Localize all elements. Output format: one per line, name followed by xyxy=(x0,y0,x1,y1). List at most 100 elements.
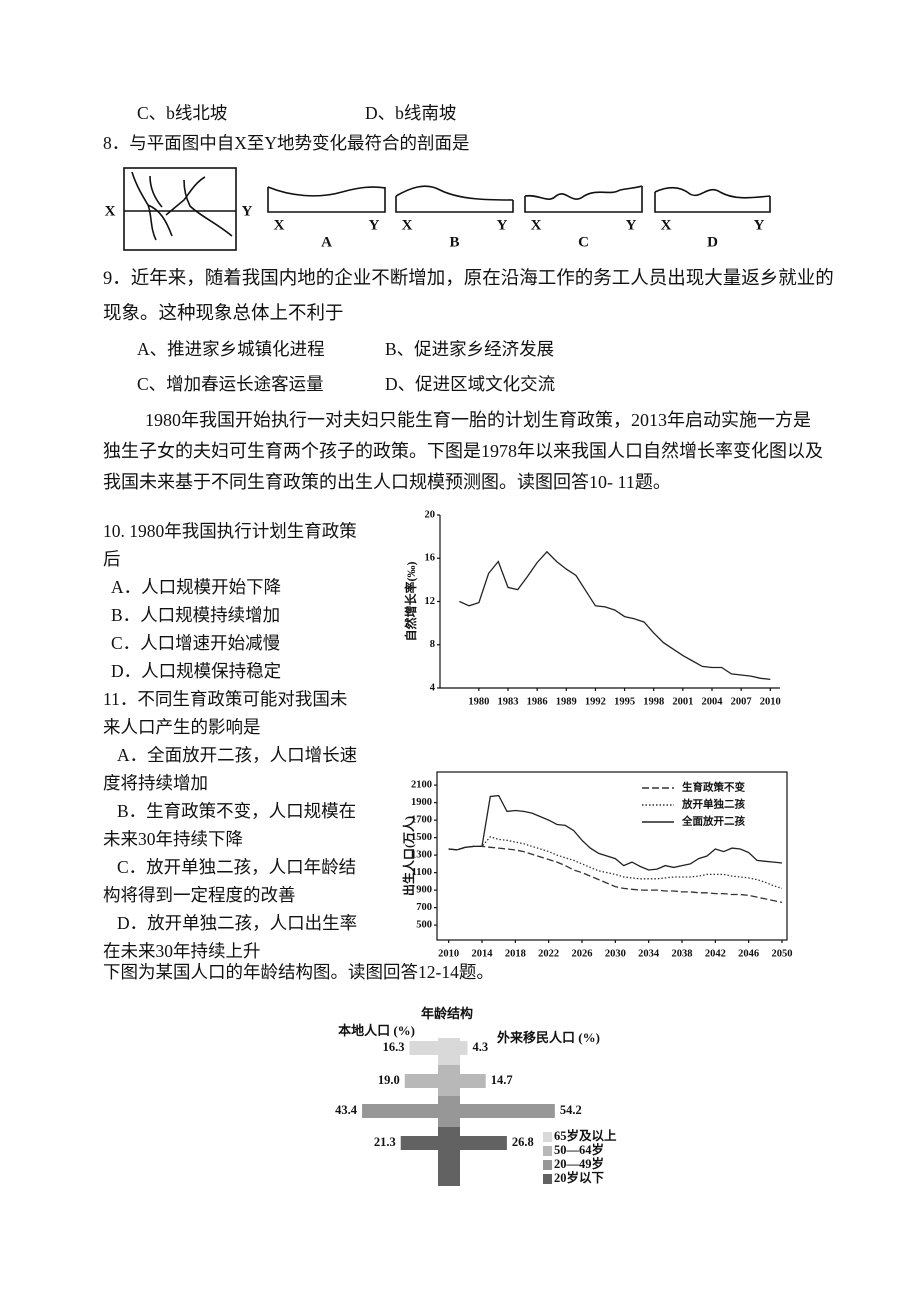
paragraph: 1980年我国开始执行一对夫妇只能生育一胎的计划生育政策，2013年启动实施一方… xyxy=(103,410,823,492)
y-tick-label: 16 xyxy=(425,553,436,564)
option: C、增加春运长途客运量 xyxy=(137,374,324,394)
profile xyxy=(524,185,643,213)
map-label: X xyxy=(105,203,116,219)
y-tick-label: 4 xyxy=(430,682,436,693)
x-tick-label: 2030 xyxy=(605,948,626,959)
bar xyxy=(460,1074,486,1088)
x-tick-label: 2007 xyxy=(731,696,752,707)
x-tick-label: 2046 xyxy=(738,948,759,959)
profile xyxy=(654,186,771,213)
profile-end: Y xyxy=(626,217,637,233)
x-tick-label: 1983 xyxy=(498,696,519,707)
y-tick-label: 700 xyxy=(416,902,432,913)
bar xyxy=(404,1074,438,1088)
option: B．人口规模持续增加 xyxy=(111,605,281,625)
y-axis-label: 自然增长率(‰) xyxy=(403,562,418,642)
y-tick-label: 1300 xyxy=(411,850,432,861)
center-column xyxy=(438,1096,460,1127)
data-line xyxy=(459,550,771,681)
option: B．生育政策不变，人口规模在未来30年持续下降 xyxy=(103,801,357,849)
profile-end: X xyxy=(274,217,285,233)
profile-label: A xyxy=(321,234,332,250)
question: 8．与平面图中自X至Y地势变化最符合的剖面是 xyxy=(103,133,470,153)
legend-swatch xyxy=(543,1132,552,1142)
x-tick-label: 1995 xyxy=(614,696,635,707)
bar xyxy=(460,1104,555,1118)
y-tick-label: 900 xyxy=(416,885,432,896)
map-frame xyxy=(123,167,237,251)
value-label: 43.4 xyxy=(335,1103,358,1117)
value-label: 14.7 xyxy=(491,1073,513,1087)
y-tick-label: 8 xyxy=(430,639,435,650)
value-label: 54.2 xyxy=(560,1103,582,1117)
x-tick-label: 2004 xyxy=(702,696,724,707)
profile-label: D xyxy=(707,234,718,250)
legend-label: 放开单独二孩 xyxy=(681,797,745,810)
x-tick-label: 2042 xyxy=(705,948,726,959)
value-label: 26.8 xyxy=(512,1135,534,1149)
x-tick-label: 1980 xyxy=(468,696,489,707)
x-tick-label: 2018 xyxy=(505,948,526,959)
legend-label: 全面放开二孩 xyxy=(681,814,745,827)
terrain-sketch xyxy=(123,167,771,251)
bar xyxy=(362,1104,438,1118)
x-tick-label: 2050 xyxy=(772,948,793,959)
bar xyxy=(460,1041,468,1055)
center-column xyxy=(438,1065,460,1096)
y-tick-label: 500 xyxy=(416,920,432,931)
legend-swatch xyxy=(543,1174,552,1184)
profile-end: Y xyxy=(754,217,765,233)
river xyxy=(131,171,157,241)
value-label: 19.0 xyxy=(378,1073,400,1087)
y-tick-label: 1500 xyxy=(411,832,432,843)
series-name: 外来移民人口 (%) xyxy=(496,1030,600,1045)
y-axis-label: 出生人口(万人) xyxy=(401,816,416,896)
value-label: 16.3 xyxy=(383,1040,405,1054)
profile-end: Y xyxy=(497,217,508,233)
river xyxy=(183,179,233,237)
option: D．放开单独二孩，人口出生率在未来30年持续上升 xyxy=(103,913,358,961)
question: 11．不同生育政策可能对我国未来人口产生的影响是 xyxy=(103,689,348,737)
y-tick-label: 2100 xyxy=(411,780,432,791)
y-tick-label: 1100 xyxy=(412,867,432,878)
option: D、促进区域文化交流 xyxy=(385,374,556,394)
bar xyxy=(409,1041,438,1055)
option: A．人口规模开始下降 xyxy=(111,577,282,597)
bar xyxy=(460,1136,507,1150)
x-tick-label: 1989 xyxy=(556,696,577,707)
profile-end: X xyxy=(402,217,413,233)
y-tick-label: 20 xyxy=(425,509,436,520)
x-tick-label: 1986 xyxy=(527,696,548,707)
value-label: 21.3 xyxy=(374,1135,396,1149)
y-tick-label: 1700 xyxy=(411,815,432,826)
river xyxy=(165,176,206,216)
y-tick-label: 1900 xyxy=(411,797,432,808)
x-tick-label: 2010 xyxy=(438,948,459,959)
profile xyxy=(395,185,514,213)
x-tick-label: 2001 xyxy=(672,696,693,707)
legend-swatch xyxy=(543,1160,552,1170)
legend-label: 65岁及以上 xyxy=(554,1128,617,1143)
river xyxy=(149,175,163,208)
profile-label: C xyxy=(578,234,589,250)
x-tick-label: 2010 xyxy=(760,696,781,707)
profile xyxy=(267,186,386,213)
x-tick-label: 1998 xyxy=(643,696,664,707)
profile-end: Y xyxy=(369,217,380,233)
center-column xyxy=(438,1038,460,1065)
x-tick-label: 2014 xyxy=(472,948,494,959)
river xyxy=(147,204,173,237)
option: B、促进家乡经济发展 xyxy=(385,339,555,359)
legend-label: 生育政策不变 xyxy=(682,780,745,793)
profile-end: X xyxy=(661,217,672,233)
data-line xyxy=(448,794,783,871)
option: A、推进家乡城镇化进程 xyxy=(137,339,325,359)
legend-swatch xyxy=(543,1146,552,1156)
option: C．人口增速开始减慢 xyxy=(111,633,281,653)
center-column xyxy=(438,1127,460,1186)
map-label: Y xyxy=(242,203,253,219)
profile-label: B xyxy=(449,234,459,250)
profile-end: X xyxy=(531,217,542,233)
data-line xyxy=(448,836,783,890)
